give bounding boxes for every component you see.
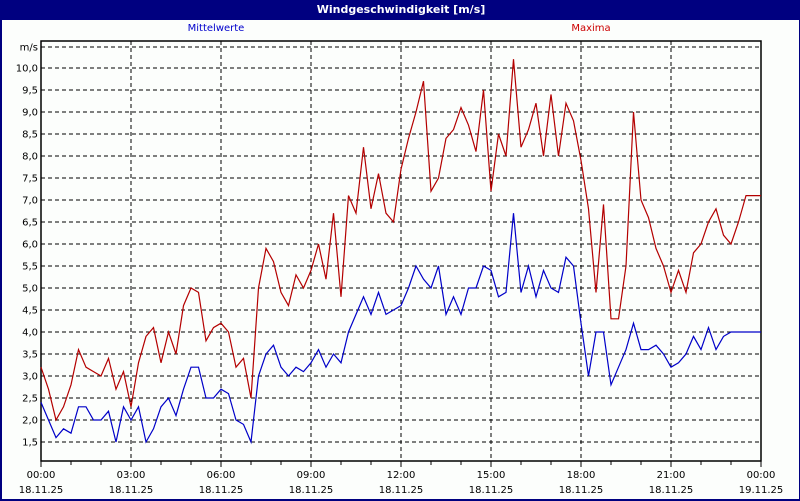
y-tick-label: 3,0 bbox=[22, 372, 38, 383]
x-tick-date: 18.11.25 bbox=[649, 485, 694, 496]
y-tick-label: 9,5 bbox=[22, 86, 38, 97]
y-tick-label: 8,0 bbox=[22, 152, 38, 163]
plot-frame bbox=[40, 40, 762, 462]
x-tick-time: 00:00 bbox=[747, 470, 776, 481]
x-tick-date: 18.11.25 bbox=[199, 485, 244, 496]
legend-max: Maxima bbox=[571, 23, 611, 34]
x-tick-time: 15:00 bbox=[477, 470, 506, 481]
y-tick-label: 1,5 bbox=[22, 438, 38, 449]
x-tick-date: 18.11.25 bbox=[19, 485, 64, 496]
y-tick-label: m/s bbox=[20, 43, 38, 54]
x-tick-date: 18.11.25 bbox=[289, 485, 334, 496]
y-tick-label: 7,5 bbox=[22, 174, 38, 185]
x-tick-date: 18.11.25 bbox=[379, 485, 424, 496]
y-tick-label: 5,0 bbox=[22, 284, 38, 295]
x-tick-time: 21:00 bbox=[657, 470, 686, 481]
y-tick-label: 10,0 bbox=[16, 64, 38, 75]
y-tick-label: 9,0 bbox=[22, 108, 38, 119]
y-tick-label: 8,5 bbox=[22, 130, 38, 141]
x-tick-time: 12:00 bbox=[387, 470, 416, 481]
x-tick-time: 00:00 bbox=[27, 470, 56, 481]
y-tick-label: 3,5 bbox=[22, 350, 38, 361]
y-tick-label: 6,0 bbox=[22, 240, 38, 251]
y-tick-label: 7,0 bbox=[22, 196, 38, 207]
x-tick-time: 18:00 bbox=[567, 470, 596, 481]
x-tick-date: 18.11.25 bbox=[109, 485, 154, 496]
x-tick-date: 18.11.25 bbox=[559, 485, 604, 496]
x-tick-time: 09:00 bbox=[297, 470, 326, 481]
series-mean-line bbox=[40, 213, 761, 445]
y-tick-label: 6,5 bbox=[22, 218, 38, 229]
y-tick-label: 4,0 bbox=[22, 328, 38, 339]
x-tick-time: 03:00 bbox=[117, 470, 146, 481]
x-tick-time: 06:00 bbox=[207, 470, 236, 481]
chart-title: Windgeschwindigkeit [m/s] bbox=[1, 1, 800, 20]
y-tick-label: 2,5 bbox=[22, 394, 38, 405]
legend-mean: Mittelwerte bbox=[187, 23, 245, 34]
y-tick-label: 5,5 bbox=[22, 262, 38, 273]
x-tick-date: 19.11.25 bbox=[739, 485, 784, 496]
y-tick-label: 4,5 bbox=[22, 306, 38, 317]
series-max-line bbox=[40, 59, 761, 422]
x-tick-date: 18.11.25 bbox=[469, 485, 514, 496]
y-tick-label: 2,0 bbox=[22, 416, 38, 427]
